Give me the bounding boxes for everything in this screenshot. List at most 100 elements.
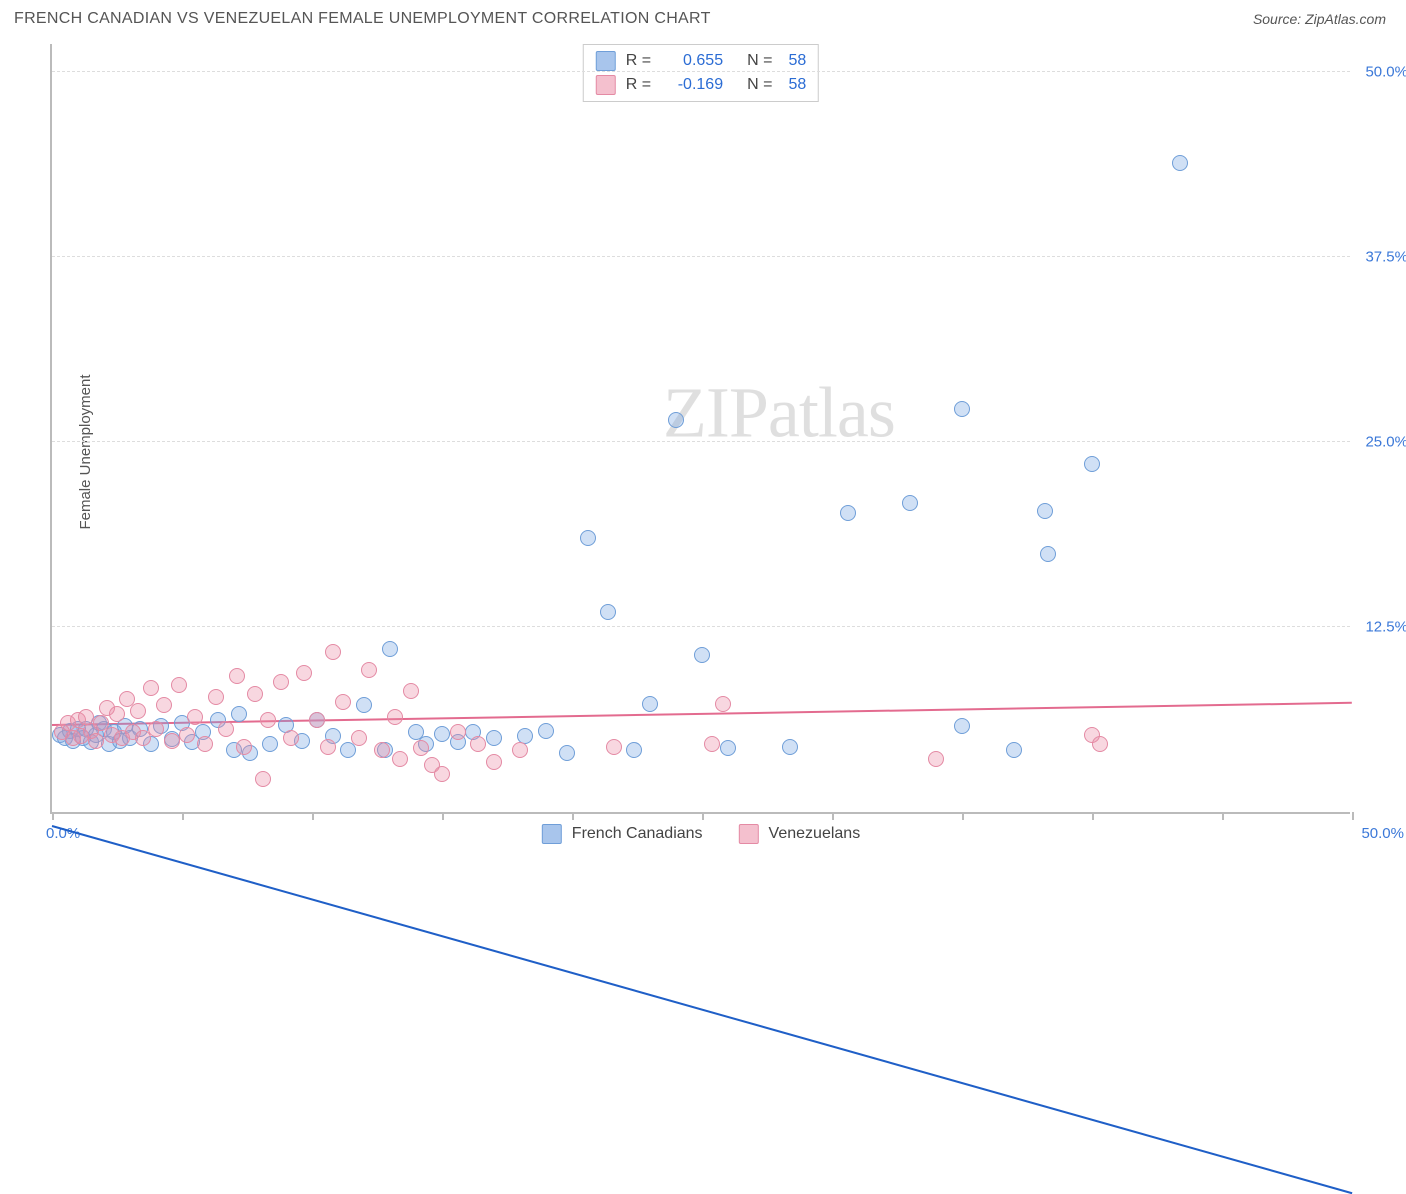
- chart-title: FRENCH CANADIAN VS VENEZUELAN FEMALE UNE…: [14, 10, 711, 28]
- scatter-point: [486, 730, 502, 746]
- scatter-point: [512, 742, 528, 758]
- scatter-point: [954, 718, 970, 734]
- scatter-point: [255, 771, 271, 787]
- scatter-point: [434, 766, 450, 782]
- scatter-point: [109, 706, 125, 722]
- scatter-point: [187, 709, 203, 725]
- plot-area: ZIPatlas 0.0% 50.0% R =0.655N =58R =-0.1…: [50, 44, 1350, 814]
- scatter-point: [309, 712, 325, 728]
- x-tick: [1092, 812, 1094, 820]
- scatter-point: [486, 754, 502, 770]
- scatter-point: [382, 641, 398, 657]
- x-tick: [1222, 812, 1224, 820]
- scatter-point: [148, 721, 164, 737]
- scatter-point: [606, 739, 622, 755]
- x-tick: [832, 812, 834, 820]
- gridline-h: [52, 441, 1350, 442]
- source-name: ZipAtlas.com: [1305, 11, 1386, 27]
- scatter-point: [156, 697, 172, 713]
- scatter-point: [392, 751, 408, 767]
- scatter-point: [1084, 456, 1100, 472]
- x-tick: [52, 812, 54, 820]
- scatter-point: [403, 683, 419, 699]
- n-label: N =: [747, 52, 772, 70]
- correlation-legend: R =0.655N =58R =-0.169N =58: [583, 44, 819, 102]
- scatter-point: [164, 733, 180, 749]
- legend-row: R =0.655N =58: [596, 49, 806, 73]
- scatter-point: [335, 694, 351, 710]
- scatter-point: [1092, 736, 1108, 752]
- scatter-point: [171, 677, 187, 693]
- scatter-point: [262, 736, 278, 752]
- legend-swatch: [596, 75, 616, 95]
- r-value: -0.169: [667, 76, 723, 94]
- legend-label: Venezuelans: [769, 825, 861, 843]
- legend-row: R =-0.169N =58: [596, 73, 806, 97]
- x-tick: [182, 812, 184, 820]
- x-tick: [442, 812, 444, 820]
- n-value: 58: [788, 52, 806, 70]
- x-tick: [312, 812, 314, 820]
- scatter-point: [559, 745, 575, 761]
- legend-swatch: [542, 824, 562, 844]
- scatter-point: [538, 723, 554, 739]
- gridline-h: [52, 256, 1350, 257]
- legend-swatch: [596, 51, 616, 71]
- scatter-point: [260, 712, 276, 728]
- n-label: N =: [747, 76, 772, 94]
- scatter-point: [626, 742, 642, 758]
- scatter-point: [668, 412, 684, 428]
- scatter-point: [208, 689, 224, 705]
- scatter-point: [1006, 742, 1022, 758]
- scatter-point: [715, 696, 731, 712]
- x-tick: [962, 812, 964, 820]
- scatter-point: [325, 644, 341, 660]
- scatter-point: [130, 703, 146, 719]
- scatter-point: [1037, 503, 1053, 519]
- scatter-point: [470, 736, 486, 752]
- scatter-point: [229, 668, 245, 684]
- x-tick: [1352, 812, 1354, 820]
- scatter-point: [434, 726, 450, 742]
- scatter-point: [88, 733, 104, 749]
- scatter-point: [218, 721, 234, 737]
- x-tick: [572, 812, 574, 820]
- trendline: [52, 825, 1353, 1194]
- scatter-point: [694, 647, 710, 663]
- series-legend: French Canadians Venezuelans: [542, 824, 860, 844]
- scatter-point: [361, 662, 377, 678]
- scatter-point: [954, 401, 970, 417]
- scatter-point: [642, 696, 658, 712]
- scatter-point: [928, 751, 944, 767]
- scatter-point: [283, 730, 299, 746]
- scatter-point: [236, 739, 252, 755]
- legend-item: French Canadians: [542, 824, 703, 844]
- legend-label: French Canadians: [572, 825, 703, 843]
- scatter-point: [197, 736, 213, 752]
- scatter-point: [320, 739, 336, 755]
- x-max-label: 50.0%: [1361, 825, 1404, 842]
- scatter-point: [782, 739, 798, 755]
- scatter-point: [247, 686, 263, 702]
- legend-item: Venezuelans: [739, 824, 861, 844]
- y-tick-label: 50.0%: [1365, 63, 1406, 80]
- scatter-point: [387, 709, 403, 725]
- scatter-point: [840, 505, 856, 521]
- r-label: R =: [626, 76, 651, 94]
- scatter-point: [1172, 155, 1188, 171]
- chart-container: Female Unemployment ZIPatlas 0.0% 50.0% …: [0, 32, 1406, 872]
- gridline-h: [52, 71, 1350, 72]
- scatter-point: [231, 706, 247, 722]
- scatter-point: [356, 697, 372, 713]
- scatter-point: [179, 727, 195, 743]
- scatter-point: [374, 742, 390, 758]
- y-tick-label: 37.5%: [1365, 248, 1406, 265]
- scatter-point: [143, 680, 159, 696]
- scatter-point: [273, 674, 289, 690]
- scatter-point: [600, 604, 616, 620]
- scatter-point: [902, 495, 918, 511]
- y-tick-label: 25.0%: [1365, 433, 1406, 450]
- scatter-point: [450, 724, 466, 740]
- source-prefix: Source:: [1253, 11, 1305, 27]
- scatter-point: [704, 736, 720, 752]
